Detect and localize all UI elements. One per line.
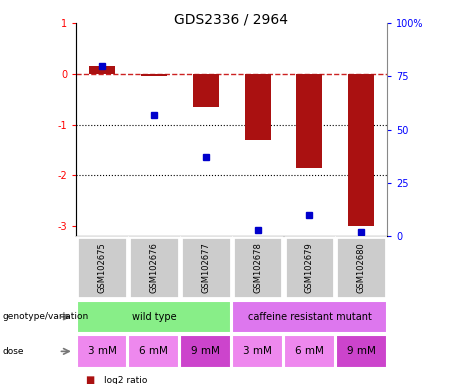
Bar: [141, 74, 167, 76]
Text: dose: dose: [2, 347, 24, 356]
Bar: [232, 335, 283, 367]
Text: GSM102680: GSM102680: [357, 242, 366, 293]
Text: 6 mM: 6 mM: [139, 346, 168, 356]
Bar: [89, 66, 115, 74]
Text: GDS2336 / 2964: GDS2336 / 2964: [173, 12, 288, 26]
Bar: [336, 335, 387, 367]
Text: GSM102678: GSM102678: [253, 242, 262, 293]
Bar: [337, 237, 386, 298]
Bar: [296, 74, 322, 168]
Text: 3 mM: 3 mM: [88, 346, 117, 356]
Bar: [193, 74, 219, 107]
Bar: [284, 335, 335, 367]
Text: genotype/variation: genotype/variation: [2, 312, 89, 321]
Bar: [129, 335, 179, 367]
Text: wild type: wild type: [131, 312, 176, 322]
Bar: [129, 237, 179, 298]
Bar: [77, 301, 231, 333]
Text: ■: ■: [85, 375, 95, 384]
Text: log2 ratio: log2 ratio: [104, 376, 147, 384]
Bar: [180, 335, 231, 367]
Text: GSM102675: GSM102675: [97, 242, 106, 293]
Bar: [77, 335, 127, 367]
Text: 9 mM: 9 mM: [347, 346, 376, 356]
Bar: [284, 237, 334, 298]
Bar: [181, 237, 230, 298]
Text: 9 mM: 9 mM: [191, 346, 220, 356]
Bar: [349, 74, 374, 226]
Bar: [232, 301, 387, 333]
Bar: [233, 237, 283, 298]
Text: 6 mM: 6 mM: [295, 346, 324, 356]
Text: 3 mM: 3 mM: [243, 346, 272, 356]
Text: GSM102676: GSM102676: [149, 242, 159, 293]
Text: caffeine resistant mutant: caffeine resistant mutant: [248, 312, 372, 322]
Bar: [77, 237, 127, 298]
Text: GSM102679: GSM102679: [305, 242, 314, 293]
Bar: [245, 74, 271, 140]
Text: GSM102677: GSM102677: [201, 242, 210, 293]
